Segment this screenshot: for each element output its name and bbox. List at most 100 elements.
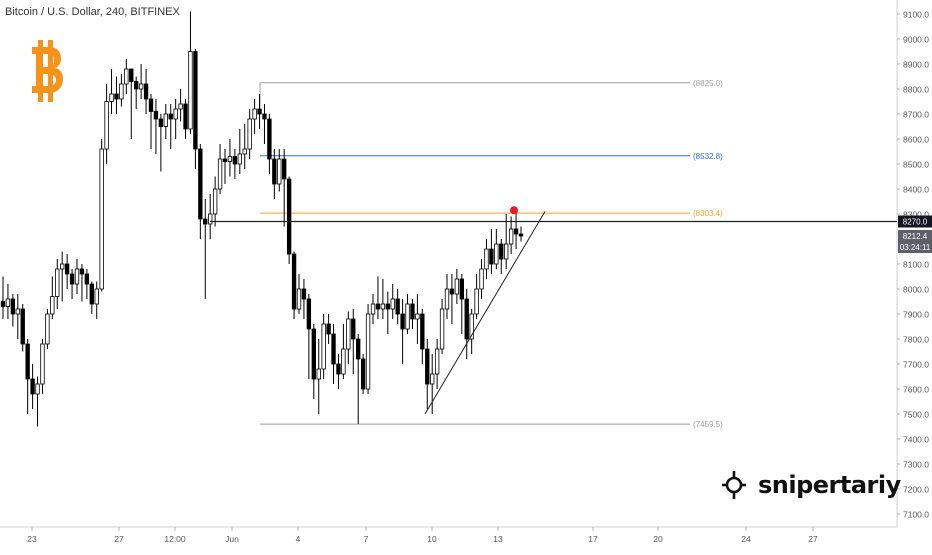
candle-body (89, 283, 94, 305)
candle-body (405, 303, 410, 330)
candle-body (99, 148, 104, 290)
candle-body (50, 296, 55, 315)
candle-body (439, 308, 445, 350)
candle-body (114, 93, 119, 100)
candle-body (494, 243, 499, 265)
candle-body (173, 108, 178, 120)
candle-body (193, 51, 198, 150)
x-tick-label: 27 (808, 534, 818, 544)
y-tick-label: 8400.0 (903, 185, 929, 195)
candle-body (257, 108, 262, 115)
axes: 9100.0 9000.0 8900.0 8800.0 8700.0 8600.0 8500… (0, 0, 929, 544)
price-badge (898, 215, 932, 228)
candle-body (272, 158, 277, 185)
candle-body (375, 303, 381, 310)
candle-body (400, 313, 405, 330)
candle-body (119, 83, 124, 100)
candle-body (40, 343, 45, 385)
candle-body (420, 313, 425, 350)
candle-body (168, 113, 173, 120)
candle-body (331, 333, 336, 365)
candle-body (356, 338, 361, 360)
candle-body (370, 303, 376, 315)
overlays: 8270.0 8212.4 03:24:11 (210, 206, 932, 415)
candle-body (499, 243, 504, 260)
y-tick-label: 8300.0 (903, 210, 929, 220)
candle-body (395, 298, 400, 315)
candle-body (252, 108, 257, 120)
candle-body (74, 268, 80, 285)
candle-body (282, 158, 287, 180)
y-tick-label: 7900.0 (903, 310, 929, 320)
candle-body (489, 248, 494, 265)
candle-body (138, 83, 144, 90)
y-tick-label: 8600.0 (903, 135, 929, 145)
candle-body (479, 268, 484, 290)
y-tick-label: 8100.0 (903, 260, 929, 270)
y-tick-label: 7400.0 (903, 435, 929, 445)
candle-body (301, 288, 307, 300)
candle-body (134, 81, 139, 90)
bitcoin-logo-icon (32, 40, 63, 102)
candle-body (227, 156, 233, 162)
candle-body (242, 148, 247, 155)
price-badge-label: 8270.0 (903, 218, 928, 227)
candle-body (316, 368, 321, 380)
candle-body (35, 383, 40, 395)
y-tick-label: 7200.0 (903, 485, 929, 495)
candle-body (365, 313, 371, 390)
candle-body (148, 98, 154, 112)
y-tick-label: 8000.0 (903, 285, 929, 295)
candle-body (425, 348, 430, 385)
x-tick-label: 13 (493, 534, 503, 544)
candle-body (198, 148, 203, 220)
candle-body (188, 51, 193, 130)
levels: (8825.0) (8532.8) (8303.4) (7459.5) (259, 79, 723, 429)
candle-body (444, 288, 450, 310)
y-tick-label: 7800.0 (903, 335, 929, 345)
y-tick-label: 8800.0 (903, 85, 929, 95)
candle-body (469, 313, 474, 340)
y-tick-label: 8700.0 (903, 110, 929, 120)
price-badge-label: 8212.4 (903, 232, 928, 241)
candle-body (410, 303, 415, 320)
candle-body (286, 178, 292, 255)
candle-body (415, 313, 420, 320)
x-tick-label: 4 (296, 534, 301, 544)
price-badge (898, 230, 932, 242)
candle-body (129, 68, 134, 82)
candle-body (504, 243, 509, 260)
candle-body (15, 308, 20, 315)
candle-body (232, 156, 238, 165)
candle-body (94, 288, 99, 305)
y-tick-label: 7300.0 (903, 460, 929, 470)
candle-body (434, 348, 440, 375)
candle-body (69, 273, 75, 285)
candles (0, 11, 524, 427)
candle-body (454, 278, 460, 295)
candle-body (109, 93, 114, 102)
candle-body (346, 318, 351, 350)
y-tick-label: 8900.0 (903, 60, 929, 70)
level-label: (8532.8) (693, 152, 723, 161)
candle-body (60, 263, 65, 270)
candle-body (79, 268, 85, 275)
candle-body (518, 233, 524, 237)
candle-body (203, 218, 208, 225)
candle-body (464, 298, 469, 340)
x-tick-label: 24 (741, 534, 751, 544)
candle-body (341, 348, 346, 375)
trendline (424, 211, 546, 415)
candle-body (277, 158, 282, 185)
y-tick-label: 7500.0 (903, 410, 929, 420)
x-tick-label: 10 (427, 534, 437, 544)
candle-body (508, 228, 514, 245)
candle-body (336, 363, 341, 375)
price-badge (898, 241, 932, 253)
watermark-text: snipertariy (758, 471, 901, 499)
symbol-title: Bitcoin / U.S. Dollar, 240, BITFINEX (5, 6, 180, 18)
candle-body (124, 68, 129, 85)
x-tick-label: 12:00 (164, 534, 186, 544)
